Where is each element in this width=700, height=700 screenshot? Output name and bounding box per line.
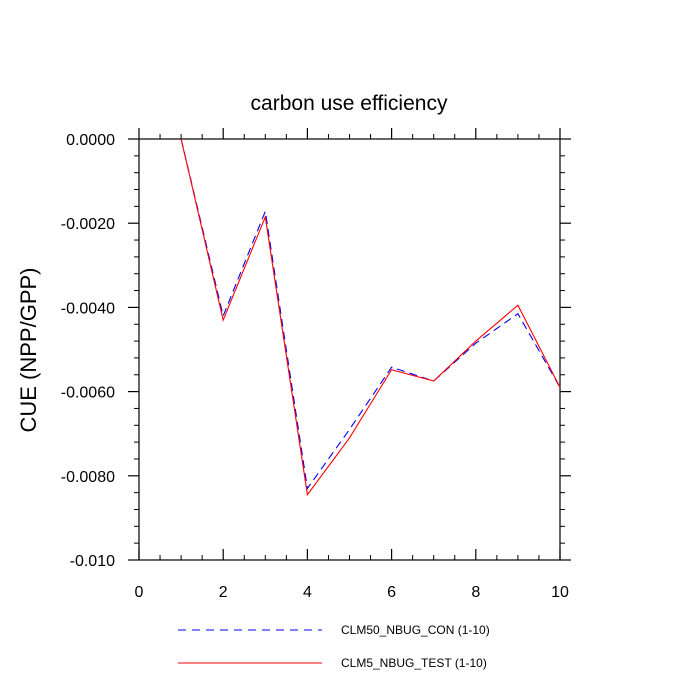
y-axis-label: CUE (NPP/GPP) — [16, 267, 41, 432]
y-tick-label: -0.0060 — [61, 385, 115, 402]
y-tick-label: 0.0000 — [66, 132, 115, 149]
x-tick-label: 4 — [303, 584, 312, 601]
axis-ticks: 0 2 4 6 8 10 0.0000 -0.0020 -0.0040 -0.0060 -0.008… — [61, 128, 571, 601]
y-tick-label: -0.0040 — [61, 300, 115, 317]
legend-label: CLM5_NBUG_TEST (1-10) — [341, 656, 487, 670]
x-tick-label: 10 — [551, 584, 569, 601]
y-tick-label: -0.010 — [70, 553, 115, 570]
x-tick-label: 2 — [219, 584, 228, 601]
x-tick-label: 0 — [135, 584, 144, 601]
x-tick-label: 8 — [471, 584, 480, 601]
series-line-1 — [180, 138, 561, 490]
y-tick-label: -0.0080 — [61, 469, 115, 486]
legend: CLM50_NBUG_CON (1-10) CLM5_NBUG_TEST (1-1… — [178, 623, 490, 670]
y-tick-label: -0.0020 — [61, 216, 115, 233]
series-lines — [180, 138, 561, 497]
plot-frame — [138, 138, 561, 561]
series-line-2 — [180, 138, 561, 497]
x-tick-label: 6 — [387, 584, 396, 601]
legend-label: CLM50_NBUG_CON (1-10) — [341, 623, 490, 637]
chart-title: carbon use efficiency — [251, 92, 448, 115]
